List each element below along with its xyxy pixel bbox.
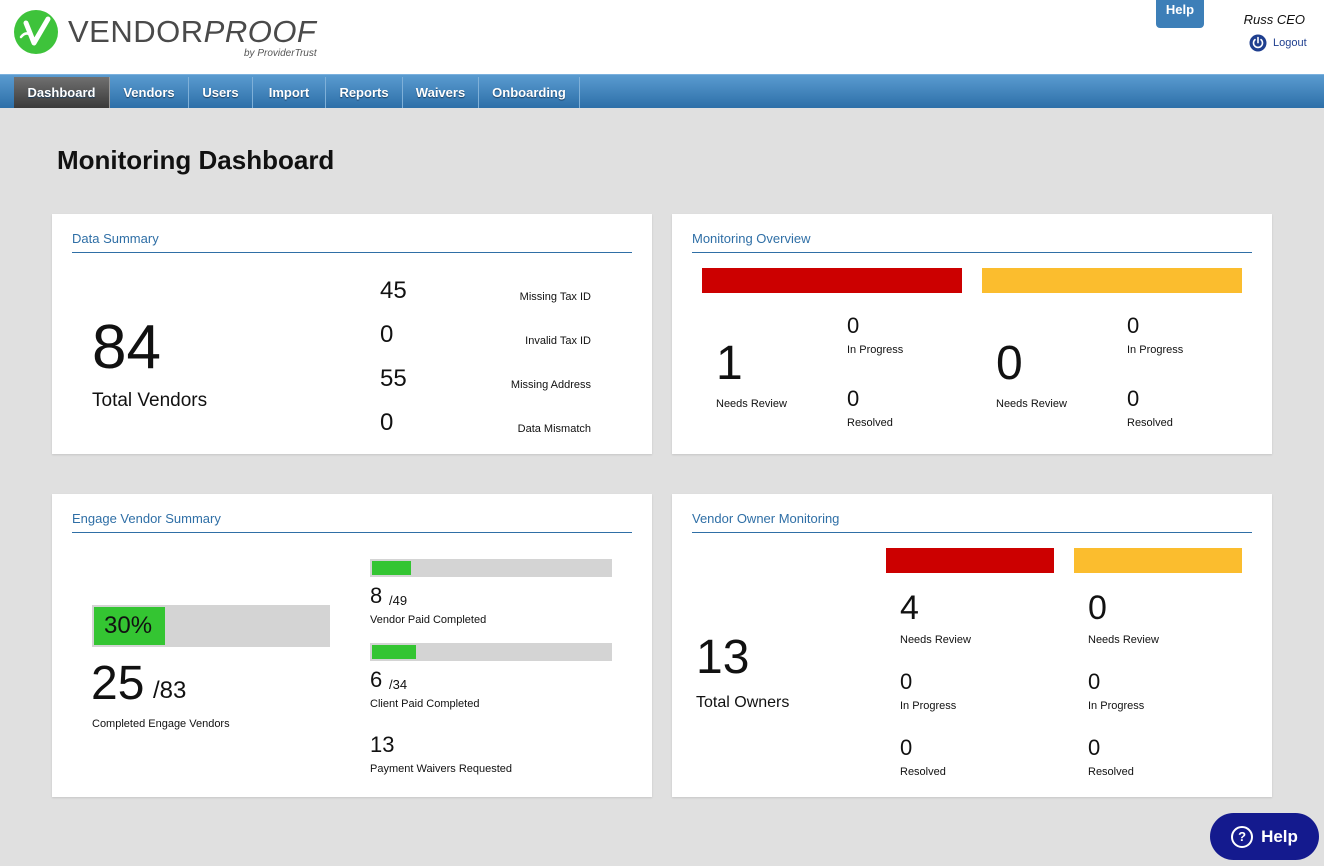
vendor-owner-monitoring-card: Vendor Owner Monitoring 13 Total Owners … [672,494,1272,797]
nav-tab-onboarding[interactable]: Onboarding [479,77,580,108]
owner-yellow-in-progress-label: In Progress [1088,700,1145,712]
vendor-paid-label: Vendor Paid Completed [370,614,487,626]
owner-yellow-needs-review-count[interactable]: 0 [1088,589,1107,627]
data-mismatch-label: Data Mismatch [517,423,591,435]
vendor-paid-total: /49 [389,593,408,608]
yellow-needs-review-label: Needs Review [996,398,1067,410]
total-vendors-label: Total Vendors [92,390,208,411]
page-title: Monitoring Dashboard [57,145,335,175]
red-needs-review-label: Needs Review [716,398,787,410]
red-resolved-label: Resolved [847,417,893,429]
vendor-paid-progress [370,559,612,577]
completed-engage-count[interactable]: 25 [91,657,145,710]
yellow-resolved-label: Resolved [1127,417,1173,429]
card-divider [72,532,632,533]
owner-yellow-resolved-label: Resolved [1088,766,1134,778]
client-paid-count[interactable]: 6 [370,667,383,692]
engage-completion-fill [94,607,165,645]
nav-tab-vendors[interactable]: Vendors [110,77,189,108]
red-in-progress-count[interactable]: 0 [847,313,860,338]
engage-vendor-summary-card: Engage Vendor Summary 30% 25 /83 Complet… [52,494,652,797]
question-circle-icon: ? [1231,825,1254,848]
invalid-tax-id-count[interactable]: 0 [380,321,394,348]
vendor-paid-count[interactable]: 8 [370,583,383,608]
red-alert-bar [886,548,1054,573]
owner-yellow-in-progress-count[interactable]: 0 [1088,669,1101,694]
data-summary-card: Data Summary 84 Total Vendors 45 Missing… [52,214,652,454]
client-paid-fill [372,645,416,659]
help-widget-button[interactable]: ? Help [1210,813,1319,860]
logout-label: Logout [1273,37,1307,49]
owner-red-in-progress-count[interactable]: 0 [900,669,913,694]
yellow-alert-bar [982,268,1242,293]
logout-link[interactable]: Logout [1249,34,1307,52]
yellow-in-progress-label: In Progress [1127,344,1184,356]
nav-tab-import[interactable]: Import [253,77,326,108]
yellow-in-progress-count[interactable]: 0 [1127,313,1140,338]
missing-address-label: Missing Address [510,379,591,391]
yellow-needs-review-count[interactable]: 0 [996,337,1023,390]
owner-red-resolved-label: Resolved [900,766,946,778]
yellow-resolved-count[interactable]: 0 [1127,386,1140,411]
client-paid-label: Client Paid Completed [370,698,480,710]
card-title[interactable]: Data Summary [72,231,159,246]
engage-completion-progress: 30% [92,605,330,647]
nav-tab-reports[interactable]: Reports [326,77,403,108]
user-name: Russ CEO [1243,12,1305,27]
owner-red-needs-review-label: Needs Review [900,634,971,646]
red-needs-review-count[interactable]: 1 [716,337,743,390]
brand-name-italic: PROOF [203,14,317,49]
missing-tax-id-label: Missing Tax ID [519,291,591,303]
missing-tax-id-count[interactable]: 45 [380,277,407,304]
owner-red-in-progress-label: In Progress [900,700,957,712]
nav-tab-users[interactable]: Users [189,77,253,108]
power-icon [1249,34,1267,52]
brand-byline: by ProviderTrust [244,48,317,59]
total-owners-label: Total Owners [696,694,790,711]
vendor-paid-fill [372,561,411,575]
brand-name: VENDORPROOF [68,14,316,50]
card-title[interactable]: Monitoring Overview [692,231,811,246]
completed-engage-total: /83 [153,677,187,704]
client-paid-progress [370,643,612,661]
client-paid-total: /34 [389,677,408,692]
payment-waivers-count[interactable]: 13 [370,732,395,757]
vendorproof-v-icon [14,10,58,54]
data-mismatch-count[interactable]: 0 [380,409,394,436]
monitoring-overview-card: Monitoring Overview 1 Needs Review 0 In … [672,214,1272,454]
yellow-alert-bar [1074,548,1242,573]
total-owners-count[interactable]: 13 [696,631,750,684]
top-header: VENDORPROOF by ProviderTrust Help Russ C… [0,0,1324,74]
red-alert-bar [702,268,962,293]
card-divider [692,532,1252,533]
total-vendors-count[interactable]: 84 [92,313,161,382]
red-in-progress-label: In Progress [847,344,904,356]
completed-engage-label: Completed Engage Vendors [92,718,230,730]
invalid-tax-id-label: Invalid Tax ID [525,335,591,347]
engage-completion-percent: 30% [104,612,153,639]
owner-red-resolved-count[interactable]: 0 [900,735,913,760]
payment-waivers-label: Payment Waivers Requested [370,763,513,775]
vendorproof-logo[interactable]: VENDORPROOF by ProviderTrust [14,10,324,64]
card-title[interactable]: Engage Vendor Summary [72,511,221,526]
owner-yellow-needs-review-label: Needs Review [1088,634,1159,646]
owner-red-needs-review-count[interactable]: 4 [900,589,919,627]
missing-address-count[interactable]: 55 [380,365,407,392]
owner-yellow-resolved-count[interactable]: 0 [1088,735,1101,760]
main-nav: Dashboard Vendors Users Import Reports W… [0,74,1324,108]
nav-tab-waivers[interactable]: Waivers [403,77,479,108]
brand-name-regular: VENDOR [68,14,204,49]
nav-tab-dashboard[interactable]: Dashboard [14,77,110,108]
red-resolved-count[interactable]: 0 [847,386,860,411]
help-widget-label: Help [1261,826,1298,846]
help-tab-button[interactable]: Help [1156,0,1204,28]
card-title[interactable]: Vendor Owner Monitoring [692,511,840,526]
card-divider [692,252,1252,253]
card-divider [72,252,632,253]
